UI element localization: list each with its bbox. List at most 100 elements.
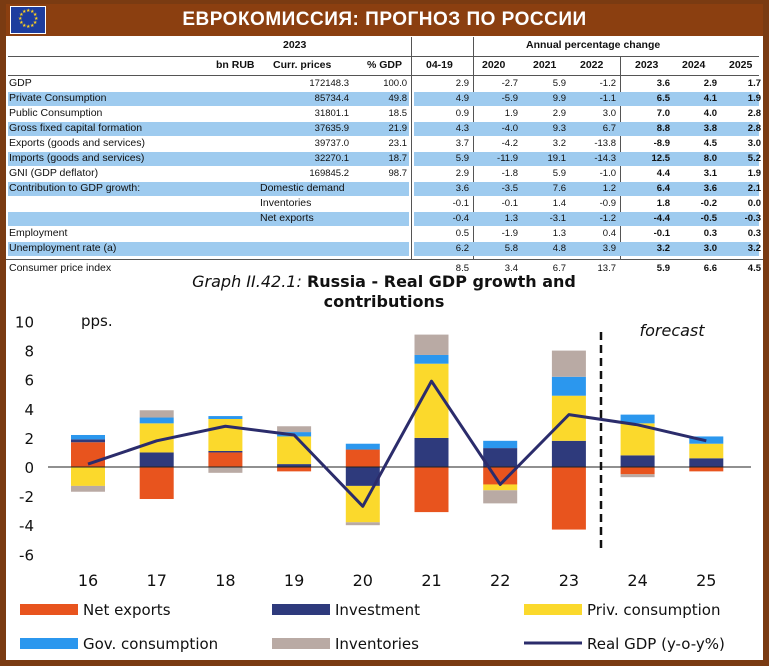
value-cell: 1.9: [747, 93, 761, 104]
value-cell: -1.0: [599, 168, 616, 179]
x-tick-label: 22: [490, 571, 510, 590]
bar-gov-consumption-17: [139, 417, 174, 424]
value-cell: 3.6: [656, 78, 670, 89]
value-cell: 4.8: [552, 243, 566, 254]
value-cell: 7.6: [552, 183, 566, 194]
bar-inventories-16: [71, 485, 105, 492]
y-tick-label: 4: [24, 401, 34, 419]
value-cell: -1.8: [501, 168, 518, 179]
table-col-header: 2020: [482, 59, 506, 71]
table-col-header: Curr. prices: [273, 59, 332, 71]
value-cell: -0.3: [744, 213, 761, 224]
row-highlight: [414, 122, 759, 136]
value-cell: 1.7: [747, 78, 761, 89]
bar-investment-24: [620, 455, 655, 467]
x-tick-label: 18: [215, 571, 235, 590]
table-col-header: bn RUB: [216, 59, 255, 71]
pct-gdp-value: 49.8: [388, 93, 408, 104]
table-rule: [8, 56, 759, 57]
value-cell: 4.3: [455, 123, 469, 134]
eu-star-icon: ★: [26, 24, 31, 30]
value-cell: 4.0: [703, 108, 717, 119]
table-year-header: 2023: [283, 39, 307, 51]
table-col-header: 2022: [580, 59, 604, 71]
bar-investment-21: [414, 437, 449, 467]
row-label: Private Consumption: [9, 92, 107, 104]
legend-label: Net exports: [83, 601, 171, 619]
table-divider: [473, 37, 474, 259]
row-sublabel: Domestic demand: [260, 182, 345, 194]
table-row: Contribution to GDP growth: Domestic dema…: [6, 181, 763, 196]
row-label: Contribution to GDP growth:: [9, 182, 141, 194]
value-cell: -0.1: [452, 198, 469, 209]
chart-title-line-1: Graph II.42.1: Russia - Real GDP growth …: [192, 272, 576, 291]
value-cell: -14.3: [594, 153, 616, 164]
value-cell: 3.7: [455, 138, 469, 149]
value-cell: 5.9: [552, 78, 566, 89]
value-cell: -3.1: [549, 213, 566, 224]
row-highlight: [414, 182, 759, 196]
pct-gdp-value: 18.7: [388, 153, 408, 164]
row-highlight: [414, 152, 759, 166]
value-cell: 19.1: [547, 153, 567, 164]
value-cell: 2.9: [552, 108, 566, 119]
bar-priv-consumption-23: [551, 395, 586, 441]
value-cell: -4.2: [501, 138, 518, 149]
value-cell: 6.4: [656, 183, 670, 194]
table-col-header: 2021: [533, 59, 557, 71]
value-cell: 2.8: [747, 123, 761, 134]
curr-price-value: 31801.1: [314, 108, 349, 119]
value-cell: 4.4: [656, 168, 670, 179]
table-row: GDP 172148.3 100.0 2.9 -2.7 5.9 -1.2 3.6 2.9 1.7: [6, 76, 763, 91]
table-row: GNI (GDP deflator) 169845.2 98.7 2.9 -1.8 5.9…: [6, 166, 763, 181]
legend-swatch: [20, 604, 78, 615]
bar-priv-consumption-19: [277, 436, 312, 465]
table-row: Public Consumption 31801.1 18.5 0.9 1.9 2.9 3.…: [6, 106, 763, 121]
bar-investment-23: [551, 440, 586, 467]
eu-star-icon: ★: [26, 8, 31, 14]
eu-star-icon: ★: [19, 20, 24, 26]
row-label: Public Consumption: [9, 107, 103, 119]
value-cell: 3.0: [602, 108, 616, 119]
bar-investment-17: [139, 452, 174, 467]
value-cell: 0.3: [747, 228, 761, 239]
bar-priv-consumption-18: [208, 418, 243, 451]
bar-gov-consumption-20: [345, 443, 380, 450]
table-col-header: 2025: [729, 59, 753, 71]
value-cell: 5.8: [504, 243, 518, 254]
y-tick-label: 0: [24, 459, 34, 477]
x-tick-label: 16: [78, 571, 98, 590]
value-cell: 0.4: [602, 228, 616, 239]
legend-swatch: [524, 604, 582, 615]
pct-gdp-value: 23.1: [388, 138, 408, 149]
value-cell: -13.8: [594, 138, 616, 149]
bar-gov-consumption-16: [71, 434, 105, 440]
eu-star-icon: ★: [32, 12, 38, 18]
eu-flag-icon: ★ ★ ★ ★ ★ ★ ★ ★ ★ ★ ★ ★: [10, 6, 46, 34]
row-highlight: [8, 92, 409, 106]
table-col-header: 2023: [635, 59, 659, 71]
bar-gov-consumption-22: [483, 440, 518, 449]
bar-inventories-24: [620, 474, 655, 478]
value-cell: 2.8: [747, 108, 761, 119]
value-cell: 8.8: [656, 123, 670, 134]
bar-investment-25: [689, 458, 724, 467]
bar-investment-19: [277, 464, 312, 467]
value-cell: -11.9: [497, 153, 518, 164]
value-cell: -0.1: [501, 198, 518, 209]
row-highlight: [414, 212, 759, 226]
value-cell: 2.9: [455, 168, 469, 179]
value-cell: -0.5: [700, 213, 717, 224]
bar-investment-22: [483, 448, 518, 467]
value-cell: 3.0: [747, 138, 761, 149]
value-cell: 2.9: [455, 78, 469, 89]
value-cell: 3.2: [656, 243, 670, 254]
bar-net-exports-17: [139, 467, 174, 500]
y-tick-label: -4: [19, 517, 34, 535]
y-tick-label: -2: [19, 488, 34, 506]
value-cell: 5.9: [455, 153, 469, 164]
value-cell: 3.2: [552, 138, 566, 149]
value-cell: 6.7: [602, 123, 616, 134]
curr-price-value: 39737.0: [314, 138, 349, 149]
